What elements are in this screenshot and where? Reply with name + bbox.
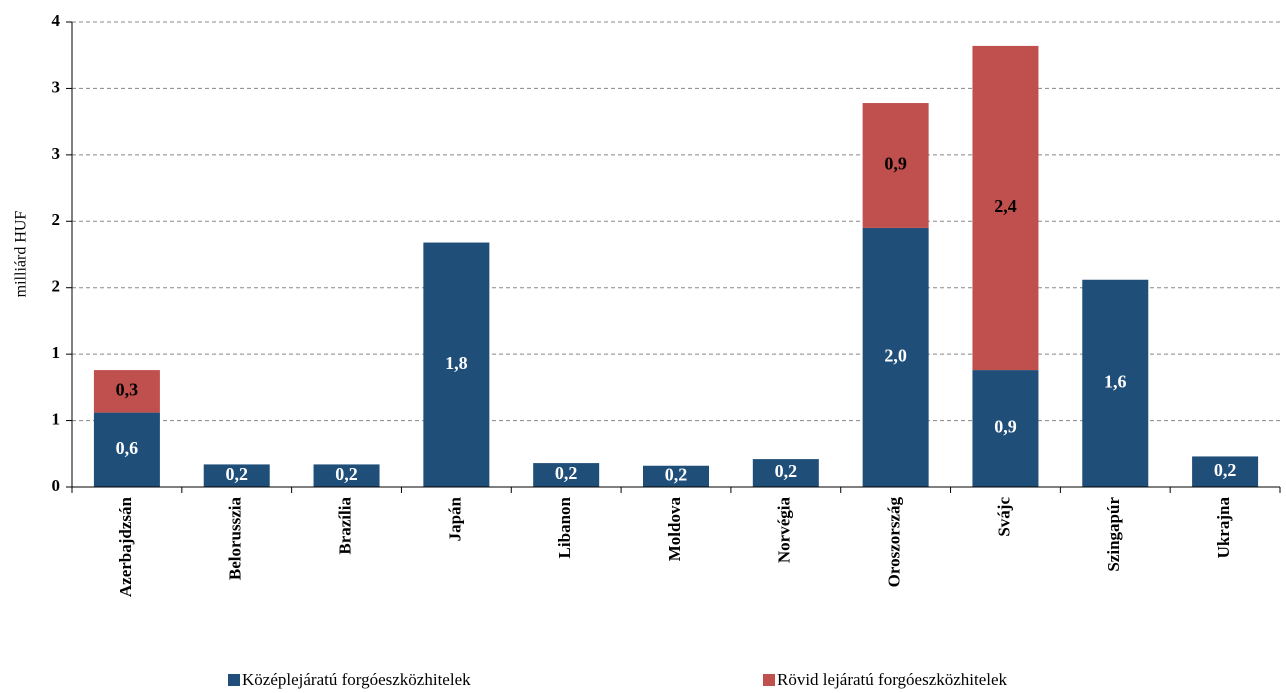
y-tick-label: 1 (52, 343, 61, 362)
legend-label: Középlejáratú forgóeszközhitelek (242, 670, 471, 689)
x-tick-label: Japán (445, 496, 464, 541)
data-label: 1,6 (1104, 371, 1127, 391)
bar (643, 465, 709, 487)
bar (423, 242, 490, 487)
bar (972, 370, 1039, 487)
data-label: 0,2 (225, 464, 248, 484)
data-label: 0,2 (335, 464, 358, 484)
y-tick-label: 0 (52, 476, 61, 495)
bar (1082, 279, 1149, 487)
bar (1192, 456, 1259, 487)
bar (972, 45, 1039, 371)
data-label: 0,2 (555, 463, 578, 483)
data-label: 0,2 (1214, 460, 1237, 480)
bar (862, 103, 929, 228)
bar (533, 463, 600, 487)
x-tick-label: Azerbajdzsán (116, 496, 135, 597)
bar (93, 370, 160, 413)
data-label: 0,2 (665, 464, 688, 484)
x-tick-label: Norvégia (775, 497, 794, 564)
bar (752, 459, 819, 487)
x-tick-label: Belorusszia (226, 497, 245, 581)
x-tick-label: Szingapúr (1104, 497, 1123, 572)
data-label: 2,0 (884, 346, 907, 366)
bar (203, 464, 270, 487)
y-tick-label: 1 (52, 409, 61, 428)
y-tick-label: 3 (52, 77, 61, 96)
x-tick-label: Oroszország (885, 497, 904, 588)
data-label: 0,2 (775, 461, 798, 481)
data-label: 0,6 (116, 438, 139, 458)
bar (93, 412, 160, 487)
x-tick-label: Moldova (665, 497, 684, 562)
legend-swatch (228, 674, 240, 686)
data-label: 0,3 (116, 379, 139, 399)
y-tick-label: 2 (52, 210, 61, 229)
y-axis-label: milliárd HUF (13, 211, 30, 298)
x-tick-label: Svájc (994, 497, 1013, 537)
y-tick-label: 3 (52, 144, 61, 163)
y-tick-label: 4 (52, 11, 61, 30)
data-label: 0,9 (884, 154, 907, 174)
data-label: 2,4 (994, 196, 1017, 216)
bar (862, 227, 929, 487)
x-tick-label: Libanon (555, 496, 574, 558)
legend-swatch (763, 674, 775, 686)
y-tick-label: 2 (52, 277, 61, 296)
x-tick-label: Ukrajna (1214, 497, 1233, 559)
bar (313, 464, 380, 487)
data-label: 1,8 (445, 353, 468, 373)
legend-label: Rövid lejáratú forgóeszközhitelek (777, 670, 1008, 689)
x-tick-label: Brazília (335, 497, 354, 555)
data-label: 0,9 (994, 417, 1017, 437)
